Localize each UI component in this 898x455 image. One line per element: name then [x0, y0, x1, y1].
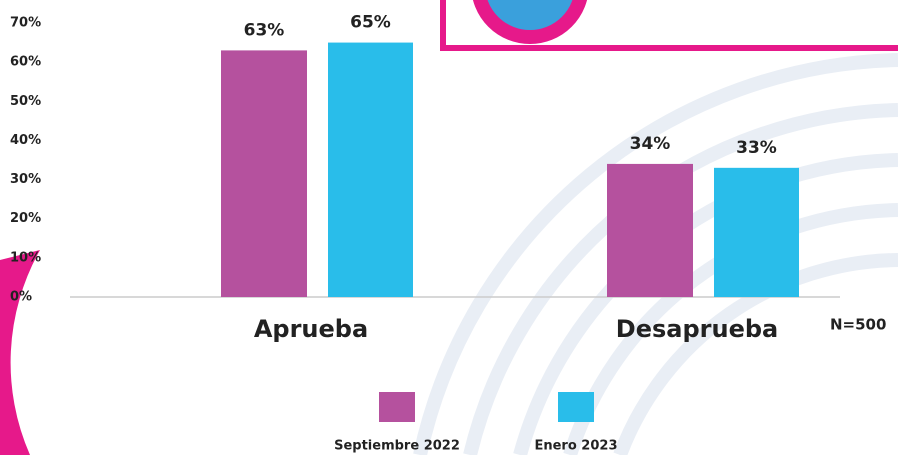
legend-swatch — [558, 392, 594, 422]
legend-swatch — [379, 392, 415, 422]
y-tick-label: 40% — [10, 133, 41, 148]
data-label: 65% — [350, 13, 391, 33]
bar — [714, 167, 799, 297]
bar — [607, 163, 693, 297]
frame-decoration — [440, 0, 898, 51]
x-tick-label: Desaprueba — [616, 315, 778, 343]
logo-decoration — [472, 0, 588, 44]
note: N=500 — [830, 316, 886, 334]
legend-label: Septiembre 2022 — [334, 439, 460, 454]
y-tick-label: 0% — [10, 290, 32, 305]
y-tick-label: 50% — [10, 94, 41, 109]
y-tick-label: 10% — [10, 250, 41, 265]
bar — [328, 42, 413, 298]
data-label: 33% — [736, 138, 777, 158]
y-tick-label: 60% — [10, 55, 41, 70]
y-tick-label: 70% — [10, 16, 41, 31]
legend-label: Enero 2023 — [534, 439, 617, 454]
data-label: 34% — [630, 134, 671, 154]
y-tick-label: 20% — [10, 211, 41, 226]
x-tick-label: Aprueba — [254, 315, 368, 343]
bar — [221, 50, 307, 298]
side-decoration — [0, 250, 40, 455]
data-label: 63% — [244, 20, 285, 40]
y-tick-label: 30% — [10, 172, 41, 187]
